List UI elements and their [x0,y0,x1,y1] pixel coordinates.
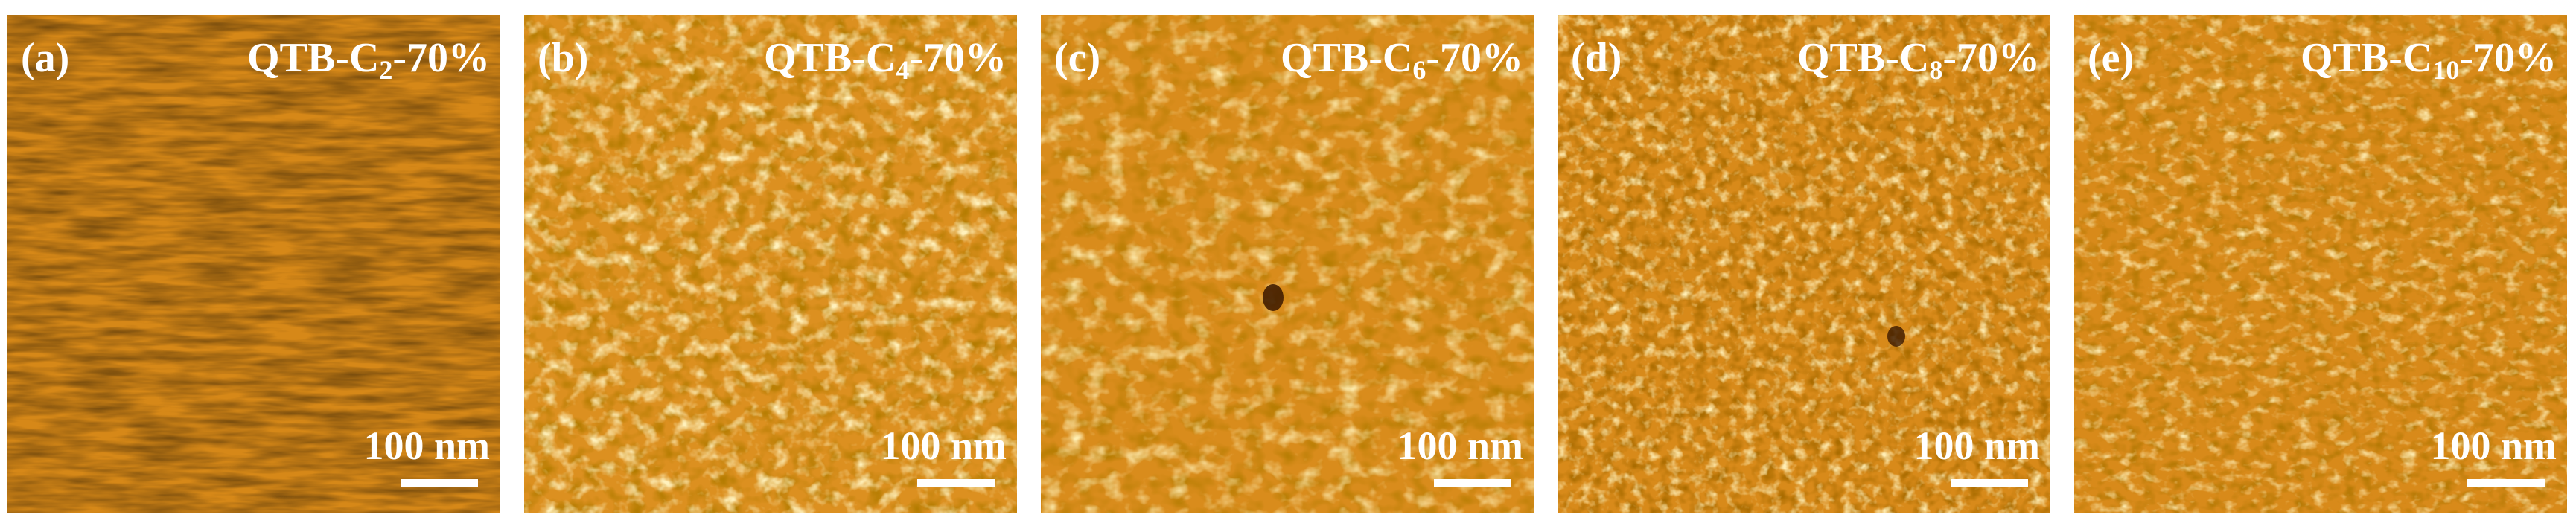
afm-panel-a: (a) QTB-C2-70% 100 nm [7,15,500,513]
afm-texture-c [1041,15,1534,513]
scale-bar-label: 100 nm [1913,423,2040,468]
panel-letter: (c) [1054,35,1101,81]
scale-bar [401,479,478,487]
scale-bar [2467,479,2545,487]
afm-panel-e: (e) QTB-C10-70% 100 nm [2074,15,2567,513]
sample-name: QTB-C2-70% [246,35,490,83]
sample-name: QTB-C10-70% [2300,35,2557,83]
sample-name: QTB-C6-70% [1280,35,1523,83]
sample-name-subscript: 4 [896,55,910,85]
sample-name-prefix: QTB-C [2300,35,2433,81]
afm-texture-a [7,15,500,513]
sample-name-subscript: 10 [2432,55,2460,85]
scale-bar [917,479,995,487]
sample-name-suffix: -70% [909,35,1007,81]
sample-name-prefix: QTB-C [1796,35,1930,81]
afm-texture-b [524,15,1017,513]
sample-name-prefix: QTB-C [1280,35,1413,81]
scale-bar-label: 100 nm [880,423,1007,468]
scale-bar-label: 100 nm [363,423,490,468]
sample-name-suffix: -70% [392,35,490,81]
afm-texture-d [1558,15,2050,513]
sample-name-suffix: -70% [1426,35,1523,81]
afm-panel-d: (d) QTB-C8-70% 100 nm [1558,15,2050,513]
scale-bar-label: 100 nm [1397,423,1523,468]
panel-letter: (a) [21,35,70,81]
panel-letter: (b) [538,35,589,81]
sample-name-suffix: -70% [1942,35,2040,81]
scale-bar [1434,479,1511,487]
sample-name-subscript: 6 [1412,55,1426,85]
sample-name: QTB-C4-70% [763,35,1007,83]
sample-name-suffix: -70% [2459,35,2557,81]
sample-name-prefix: QTB-C [763,35,896,81]
sample-name-subscript: 8 [1929,55,1943,85]
panel-letter: (d) [1571,35,1622,81]
sample-name: QTB-C8-70% [1796,35,2040,83]
afm-panel-b: (b) QTB-C4-70% 100 nm [524,15,1017,513]
panel-letter: (e) [2088,35,2135,81]
afm-texture-e [2074,15,2567,513]
scale-bar [1951,479,2028,487]
sample-name-subscript: 2 [379,55,393,85]
sample-name-prefix: QTB-C [246,35,380,81]
scale-bar-label: 100 nm [2430,423,2557,468]
afm-panel-c: (c) QTB-C6-70% 100 nm [1041,15,1534,513]
